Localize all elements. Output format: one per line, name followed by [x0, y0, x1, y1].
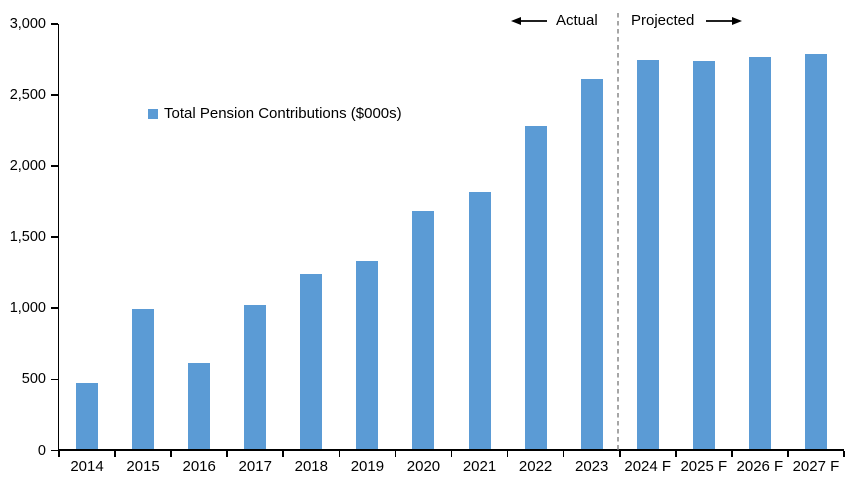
x-tick	[674, 451, 677, 457]
y-tick-label: 1,000	[9, 300, 46, 317]
bar-2019	[356, 261, 379, 450]
y-tick-label: 3,000	[9, 16, 46, 32]
x-category-label: 2027 F	[792, 458, 840, 475]
x-tick	[58, 451, 60, 457]
x-category-label: 2017	[238, 458, 272, 475]
y-axis-line	[57, 24, 60, 454]
x-tick	[170, 451, 172, 457]
x-axis-line	[57, 449, 845, 452]
bar-2022	[524, 126, 547, 450]
legend: Total Pension Contributions ($000s)	[148, 105, 402, 122]
x-category-label: 2026 F	[736, 458, 784, 475]
y-tick-label: 2,500	[9, 87, 46, 104]
legend-marker-icon	[148, 109, 158, 119]
y-tick	[51, 378, 58, 381]
y-tick-label: 0	[37, 442, 46, 459]
x-category-label: 2023	[574, 458, 609, 475]
y-tick	[51, 236, 58, 239]
x-tick	[450, 451, 453, 457]
bar-2021	[468, 192, 491, 450]
x-tick	[618, 451, 621, 457]
x-category-label: 2022	[518, 458, 553, 475]
y-tick-label: 2,000	[9, 158, 46, 175]
bar-2014	[76, 382, 99, 450]
x-category-label: 2025 F	[680, 458, 728, 475]
bar-2026-F	[748, 56, 771, 450]
bar-2024-F	[636, 59, 659, 450]
y-tick	[51, 23, 58, 25]
x-tick	[506, 451, 509, 457]
x-category-label: 2016	[182, 458, 216, 475]
y-tick-label: 1,500	[9, 229, 46, 246]
y-tick	[51, 165, 58, 167]
x-category-label: 2018	[294, 458, 328, 475]
projection-divider-line	[617, 13, 619, 451]
x-category-label: 2014	[70, 458, 104, 475]
x-category-label: 2019	[350, 458, 385, 475]
bar-2017	[244, 304, 267, 450]
x-tick	[562, 451, 565, 457]
bar-2016	[188, 363, 211, 450]
x-tick	[787, 451, 789, 457]
x-tick	[338, 451, 341, 457]
arrow-left-icon	[511, 17, 547, 25]
bar-2020	[412, 210, 435, 450]
x-tick	[282, 451, 285, 457]
projected-label: Projected	[631, 12, 695, 29]
bar-2027-F	[804, 53, 827, 450]
x-category-label: 2024 F	[624, 458, 672, 475]
x-tick	[114, 451, 116, 457]
y-tick-label: 500	[21, 371, 46, 388]
bar-2018	[300, 273, 323, 450]
legend-label: Total Pension Contributions ($000s)	[164, 105, 402, 122]
bar-2025-F	[692, 60, 715, 450]
x-category-label: 2015	[126, 458, 160, 475]
bar-2015	[132, 309, 155, 450]
bar-2023	[580, 78, 603, 450]
y-tick	[51, 94, 58, 96]
x-category-label: 2021	[462, 458, 497, 475]
x-tick	[226, 451, 229, 457]
x-tick	[394, 451, 397, 457]
x-category-label: 2020	[406, 458, 441, 475]
x-tick	[731, 451, 733, 457]
x-tick	[843, 451, 845, 457]
arrow-right-icon	[706, 17, 742, 25]
y-tick	[51, 449, 58, 452]
actual-label: Actual	[556, 12, 598, 29]
y-tick	[51, 307, 58, 310]
